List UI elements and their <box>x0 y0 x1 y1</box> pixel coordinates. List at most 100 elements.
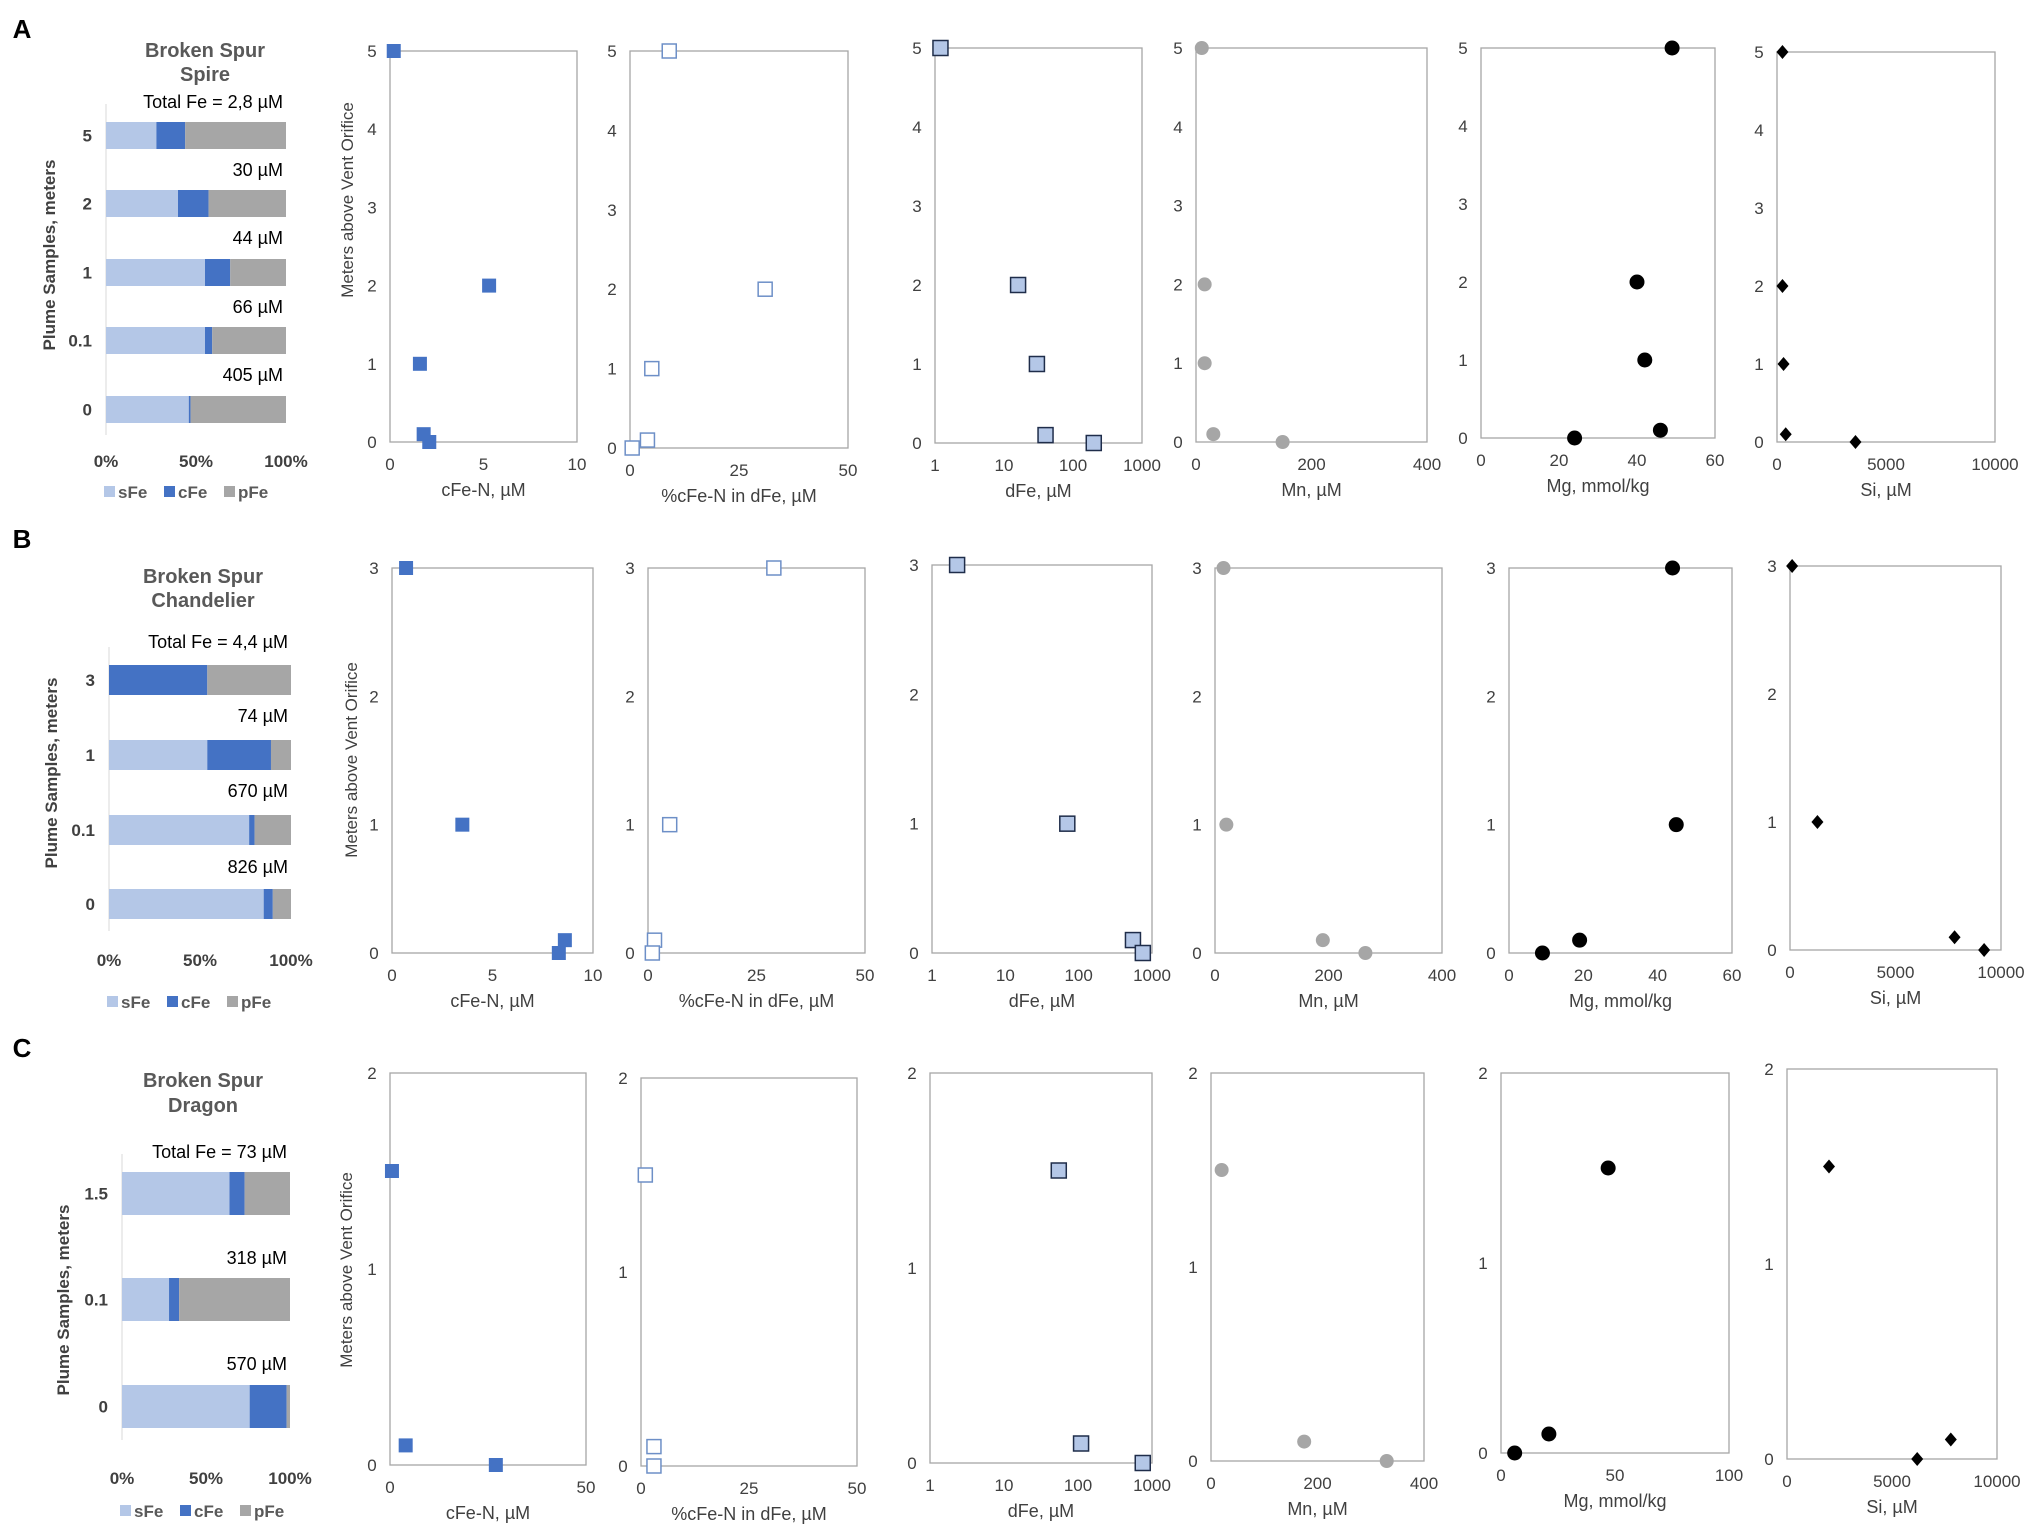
chart-title: Broken Spur <box>143 566 263 588</box>
x-tick-label: 10000 <box>1971 455 2018 474</box>
data-point <box>1507 1445 1523 1461</box>
bar-x-tick-label: 50% <box>179 452 213 471</box>
data-point <box>1600 1160 1616 1176</box>
data-point <box>1194 41 1209 55</box>
x-tick-label: 10 <box>995 1476 1014 1495</box>
data-point <box>1358 946 1373 960</box>
x-tick-label: 10 <box>584 966 603 985</box>
scatter-plot: 0 20 40 60 0 1 2 3 Mg, mmol/kg <box>1486 559 1741 1011</box>
data-point <box>1978 943 1991 957</box>
bar-segment-sFe <box>109 740 208 770</box>
y-tick-label: 2 <box>1478 1064 1487 1083</box>
y-tick-label: 2 <box>1486 687 1495 706</box>
data-point <box>1072 1435 1090 1452</box>
data-point <box>399 561 414 575</box>
total-fe-label: 405 µM <box>223 365 283 385</box>
plot-frame <box>1214 567 1443 954</box>
panel-label: C <box>13 1033 32 1063</box>
data-point <box>482 278 497 293</box>
y-tick-label: 3 <box>1486 559 1495 578</box>
x-tick-label: 0 <box>1191 455 1200 474</box>
data-point <box>1652 422 1668 438</box>
x-tick-label: 5 <box>488 966 497 985</box>
x-tick-label: 1 <box>927 966 936 985</box>
data-point <box>644 360 660 377</box>
bar-segment-sFe <box>106 122 157 149</box>
x-tick-label: 20 <box>1574 966 1593 985</box>
total-fe-label: 826 µM <box>228 857 288 877</box>
x-tick-label: 100 <box>1064 1476 1092 1495</box>
y-tick-label: 1 <box>1458 351 1467 370</box>
x-axis-label: Si, µM <box>1870 988 1921 1008</box>
y-tick-label: 2 <box>1173 275 1182 294</box>
y-tick-label: 1 <box>367 1260 376 1279</box>
bar-segment-cFe <box>249 1385 287 1428</box>
total-fe-label: Total Fe = 2,8 µM <box>143 92 283 112</box>
plot-frame <box>1789 565 2002 951</box>
data-point <box>637 1167 654 1183</box>
bar-segment-pFe <box>212 327 286 354</box>
bar-category-label: 3 <box>86 671 95 690</box>
data-point <box>1216 561 1231 575</box>
total-fe-label: 30 µM <box>233 160 283 180</box>
bar-segment-cFe <box>109 665 208 695</box>
bar-category-label: 0.1 <box>71 821 95 840</box>
x-tick-label: 0 <box>1772 455 1781 474</box>
panel-label: B <box>13 524 32 554</box>
bar-x-tick-label: 50% <box>183 951 217 970</box>
y-tick-label: 2 <box>1188 1064 1197 1083</box>
y-tick-label: 4 <box>1754 121 1763 140</box>
x-tick-label: 40 <box>1648 966 1667 985</box>
scatter-y-axis-label: Meters above Vent Orifice <box>338 102 357 298</box>
bar-x-tick-label: 100% <box>264 452 307 471</box>
bar-category-label: 1 <box>83 264 92 283</box>
chart-title: Broken Spur <box>145 40 265 62</box>
legend-label: cFe <box>178 483 207 502</box>
x-axis-label: Mg, mmol/kg <box>1563 1491 1666 1511</box>
scatter-plot: 0 25 50 0 1 2 3 4 5 %cFe-N in dFe, µM <box>607 42 857 506</box>
y-tick-label: 5 <box>367 42 376 61</box>
bar-segment-cFe <box>229 1172 245 1215</box>
y-tick-label: 2 <box>618 1069 627 1088</box>
y-tick-label: 0 <box>1754 433 1763 452</box>
x-tick-label: 1 <box>930 456 939 475</box>
plot-frame <box>1210 1072 1425 1462</box>
plot-frame <box>640 1077 858 1467</box>
data-point <box>386 44 401 58</box>
y-tick-label: 3 <box>1192 559 1201 578</box>
y-tick-label: 2 <box>912 276 921 295</box>
x-tick-label: 0 <box>385 1478 394 1497</box>
data-point <box>1534 945 1550 961</box>
data-point <box>1541 1426 1557 1442</box>
data-point <box>1777 357 1790 371</box>
total-fe-label: 66 µM <box>233 297 283 317</box>
plot-frame <box>389 50 578 443</box>
chart-title: Broken Spur <box>143 1070 263 1092</box>
y-tick-label: 2 <box>907 1064 916 1083</box>
y-tick-label: 3 <box>912 197 921 216</box>
data-point <box>1214 1163 1229 1177</box>
plot-frame <box>929 1072 1153 1464</box>
x-tick-label: 25 <box>730 461 749 480</box>
legend-swatch-pFe <box>224 486 235 497</box>
x-tick-label: 40 <box>1628 451 1647 470</box>
x-tick-label: 50 <box>848 1479 867 1498</box>
y-tick-label: 0 <box>1764 1450 1773 1469</box>
x-tick-label: 1000 <box>1133 966 1171 985</box>
bar-x-tick-label: 100% <box>268 1469 311 1488</box>
scatter-plot: 0 50 100 0 1 2 Mg, mmol/kg <box>1478 1064 1743 1511</box>
x-tick-label: 25 <box>747 966 766 985</box>
legend-label: pFe <box>241 993 271 1012</box>
plot-frame <box>391 567 594 954</box>
y-tick-label: 2 <box>369 687 378 706</box>
x-tick-label: 0 <box>387 966 396 985</box>
data-point <box>644 945 661 961</box>
data-point <box>1379 1454 1394 1468</box>
legend-swatch-pFe <box>227 996 238 1007</box>
legend-swatch-cFe <box>164 486 175 497</box>
data-point <box>1668 817 1684 833</box>
